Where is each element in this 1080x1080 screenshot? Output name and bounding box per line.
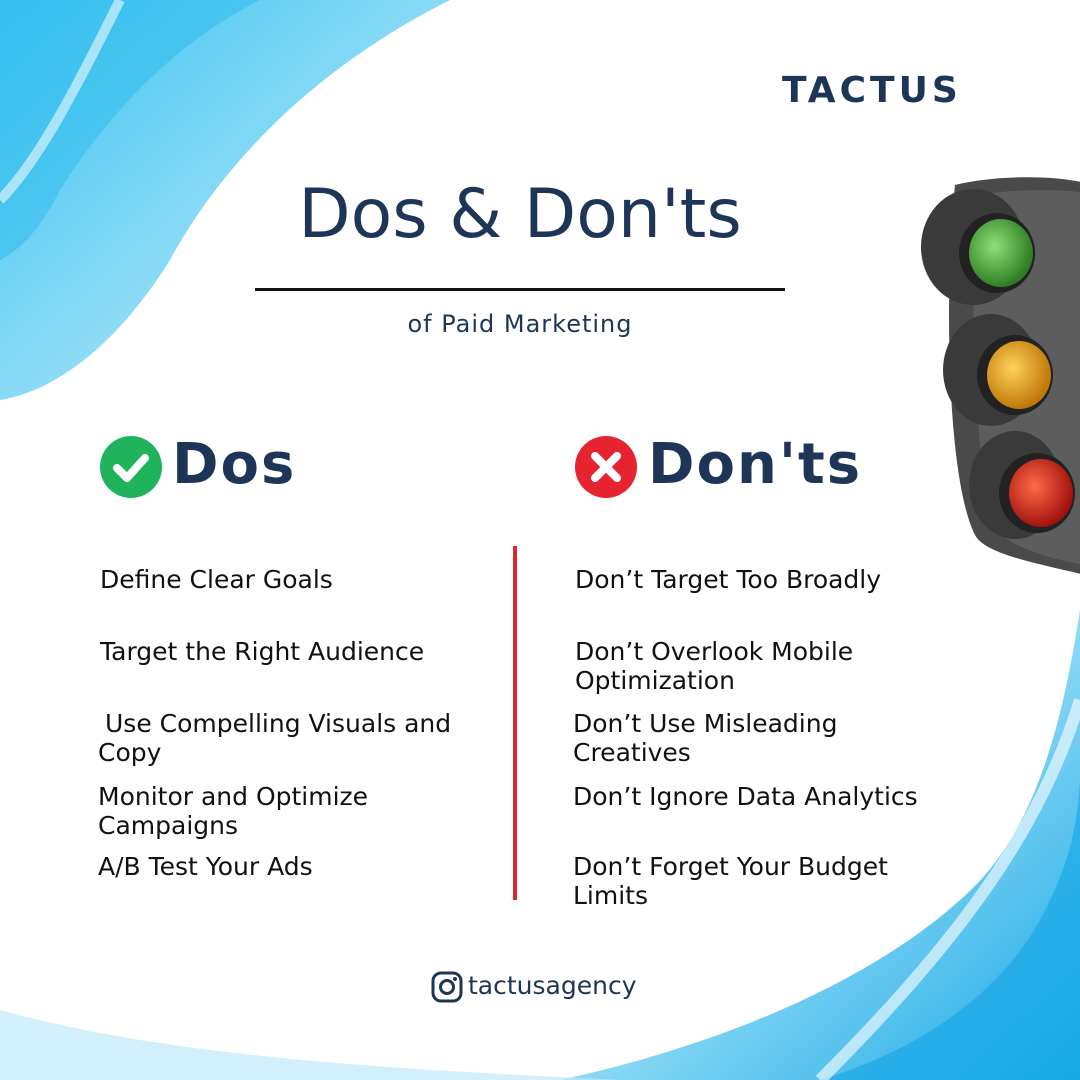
instagram-link[interactable]: tactusagency	[430, 970, 650, 1006]
donts-item: Don’t Overlook Mobile Optimization	[575, 637, 854, 695]
dos-item: A/B Test Your Ads	[98, 852, 313, 881]
dos-item: Define Clear Goals	[100, 565, 333, 594]
donts-item: Don’t Forget Your Budget Limits	[573, 852, 888, 910]
check-circle-icon	[100, 436, 162, 498]
x-circle-icon	[575, 436, 637, 498]
title-underline	[255, 288, 785, 291]
dos-item: Monitor and Optimize Campaigns	[98, 782, 369, 840]
donts-item: Don’t Use Misleading Creatives	[573, 709, 838, 767]
dos-item: Use Compelling Visuals and Copy	[98, 709, 452, 767]
instagram-icon	[431, 971, 463, 1003]
dos-heading: Dos	[172, 432, 297, 497]
brand-logo: TACTUS	[782, 70, 962, 111]
dos-item: Target the Right Audience	[100, 637, 425, 666]
page-title: Dos & Don'ts	[298, 175, 742, 254]
traffic-light-image	[921, 177, 1080, 574]
donts-item: Don’t Ignore Data Analytics	[573, 782, 918, 811]
donts-item: Don’t Target Too Broadly	[575, 565, 882, 594]
page-subtitle: of Paid Marketing	[407, 310, 633, 338]
column-divider	[513, 546, 517, 900]
instagram-handle: tactusagency	[468, 971, 637, 1000]
donts-heading: Don'ts	[648, 432, 863, 497]
